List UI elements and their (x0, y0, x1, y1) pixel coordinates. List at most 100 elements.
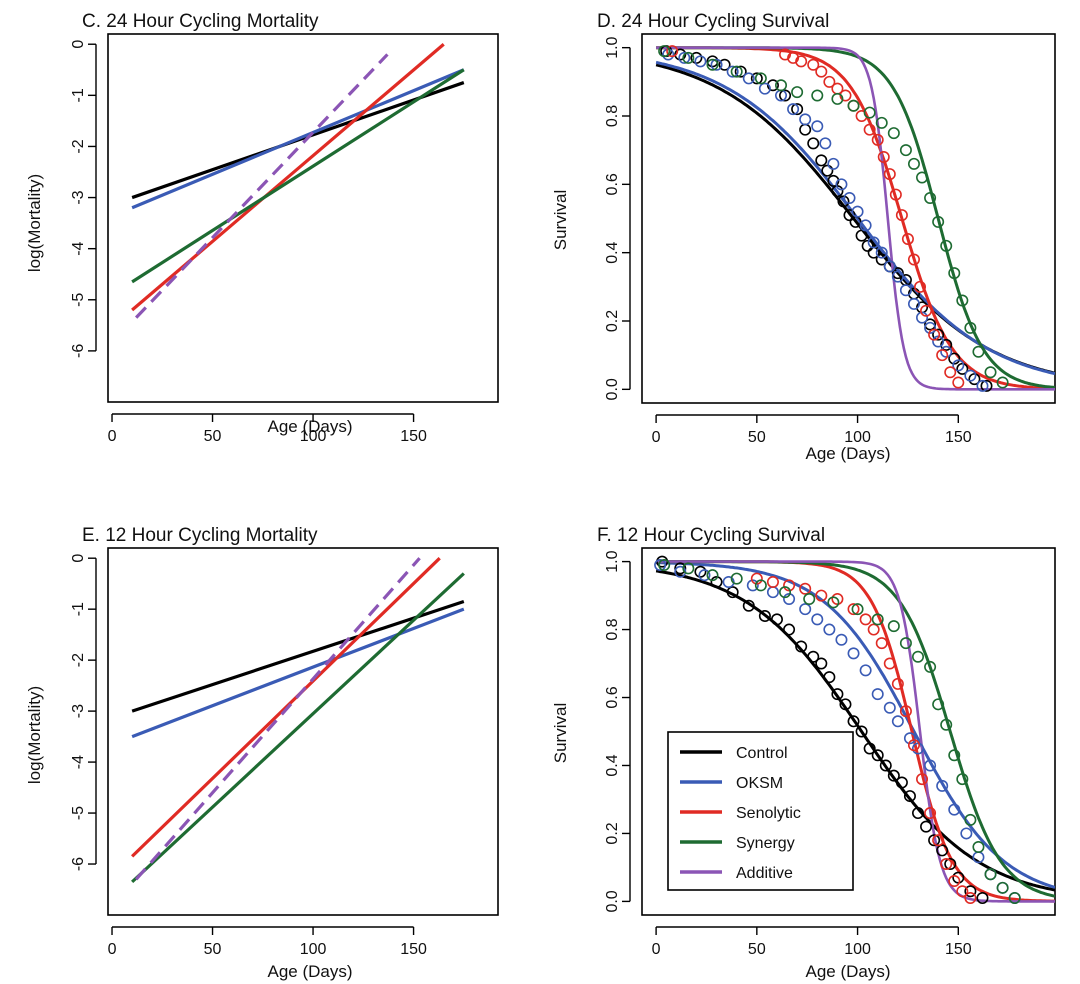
y-tick-label: -2 (70, 139, 87, 153)
survival-point-control (863, 742, 876, 755)
survival-point-oksm (823, 623, 836, 636)
survival-point-control (871, 749, 884, 762)
panel-title: E. 12 Hour Cycling Mortality (82, 525, 318, 546)
x-axis-label: Age (Days) (805, 962, 890, 981)
y-tick-label: 0.6 (604, 686, 621, 708)
survival-point-oksm (859, 664, 872, 677)
y-axis-label: log(Mortality) (25, 174, 44, 272)
survival-point-synergy (775, 79, 788, 92)
x-tick-label: 50 (748, 941, 766, 958)
y-tick-label: -4 (70, 241, 87, 255)
survival-point-senolytic (948, 875, 961, 888)
survival-point-senolytic (899, 705, 912, 718)
y-tick-label: 0.4 (604, 754, 621, 776)
survival-point-oksm (932, 335, 945, 348)
x-tick-label: 0 (108, 941, 117, 958)
survival-point-synergy (754, 72, 767, 85)
survival-point-synergy (916, 171, 929, 184)
x-tick-label: 50 (204, 428, 222, 445)
survival-point-control (956, 362, 969, 375)
survival-point-control (799, 123, 812, 136)
survival-point-oksm (811, 613, 824, 626)
survival-point-synergy (851, 603, 864, 616)
survival-point-control (976, 892, 989, 905)
survival-point-synergy (803, 592, 816, 605)
y-tick-label: 0.2 (604, 822, 621, 844)
survival-point-synergy (956, 294, 969, 307)
plot-frame (107, 547, 499, 916)
survival-point-synergy (875, 116, 888, 129)
y-tick-label: 0 (70, 40, 87, 49)
survival-point-control (807, 137, 820, 150)
survival-point-oksm (766, 586, 779, 599)
survival-point-oksm (948, 803, 961, 816)
survival-point-synergy (932, 698, 945, 711)
survival-point-oksm (916, 311, 929, 324)
survival-point-senolytic (895, 209, 908, 222)
survival-point-oksm (960, 827, 973, 840)
survival-point-senolytic (914, 280, 927, 293)
survival-point-oksm (952, 359, 965, 372)
survival-point-synergy (996, 376, 1009, 389)
survival-point-control (944, 858, 957, 871)
survival-point-oksm (694, 55, 707, 68)
survival-point-control (932, 328, 945, 341)
y-tick-label: -4 (70, 755, 87, 769)
survival-point-oksm (871, 688, 884, 701)
survival-point-oksm (907, 297, 920, 310)
y-tick-label: 0.0 (604, 378, 621, 400)
survival-point-oksm (851, 205, 864, 218)
survival-point-senolytic (863, 123, 876, 136)
survival-point-oksm (867, 236, 880, 249)
survival-point-oksm (843, 192, 856, 205)
survival-point-oksm (746, 579, 759, 592)
survival-point-control (718, 58, 731, 71)
survival-point-senolytic (807, 58, 820, 71)
survival-point-oksm (924, 759, 937, 772)
y-tick-label: 0.6 (604, 173, 621, 195)
survival-point-oksm (859, 219, 872, 232)
survival-point-control (807, 650, 820, 663)
survival-point-control (783, 623, 796, 636)
survival-point-senolytic (783, 579, 796, 592)
x-tick-label: 150 (945, 429, 972, 446)
survival-point-synergy (940, 718, 953, 731)
survival-point-senolytic (847, 603, 860, 616)
survival-point-oksm (811, 120, 824, 133)
y-tick-label: -1 (70, 602, 87, 616)
y-axis-label: log(Mortality) (25, 686, 44, 784)
survival-point-oksm (799, 113, 812, 126)
survival-point-senolytic (750, 572, 763, 585)
survival-point-control (875, 253, 888, 266)
survival-point-synergy (924, 192, 937, 205)
y-tick-label: -1 (70, 88, 87, 102)
survival-point-oksm (726, 65, 739, 78)
mortality-line-oksm (131, 68, 465, 210)
survival-point-oksm (678, 51, 691, 64)
y-axis-label: Survival (551, 703, 570, 763)
survival-point-oksm (710, 58, 723, 71)
survival-point-oksm (891, 270, 904, 283)
survival-point-senolytic (815, 65, 828, 78)
survival-point-senolytic (891, 677, 904, 690)
survival-point-oksm (903, 732, 916, 745)
survival-point-synergy (871, 613, 884, 626)
survival-point-synergy (682, 51, 695, 64)
survival-point-synergy (706, 569, 719, 582)
legend-label-oksm: OKSM (736, 775, 783, 792)
x-tick-label: 150 (400, 428, 427, 445)
survival-point-control (779, 89, 792, 102)
x-axis-label: Age (Days) (267, 417, 352, 436)
legend-label-synergy: Synergy (736, 835, 795, 852)
survival-point-control (948, 352, 961, 365)
survival-point-oksm (758, 82, 771, 95)
panel-f-12h-survival: F. 12 Hour Cycling Survival Age (Days) S… (551, 525, 1056, 981)
survival-point-control (968, 373, 981, 386)
survival-point-senolytic (932, 834, 945, 847)
survival-point-synergy (682, 562, 695, 575)
survival-point-oksm (976, 379, 989, 392)
panel-title: D. 24 Hour Cycling Survival (597, 11, 829, 32)
survival-point-control (706, 55, 719, 68)
survival-point-senolytic (964, 892, 977, 905)
survival-point-control (823, 671, 836, 684)
